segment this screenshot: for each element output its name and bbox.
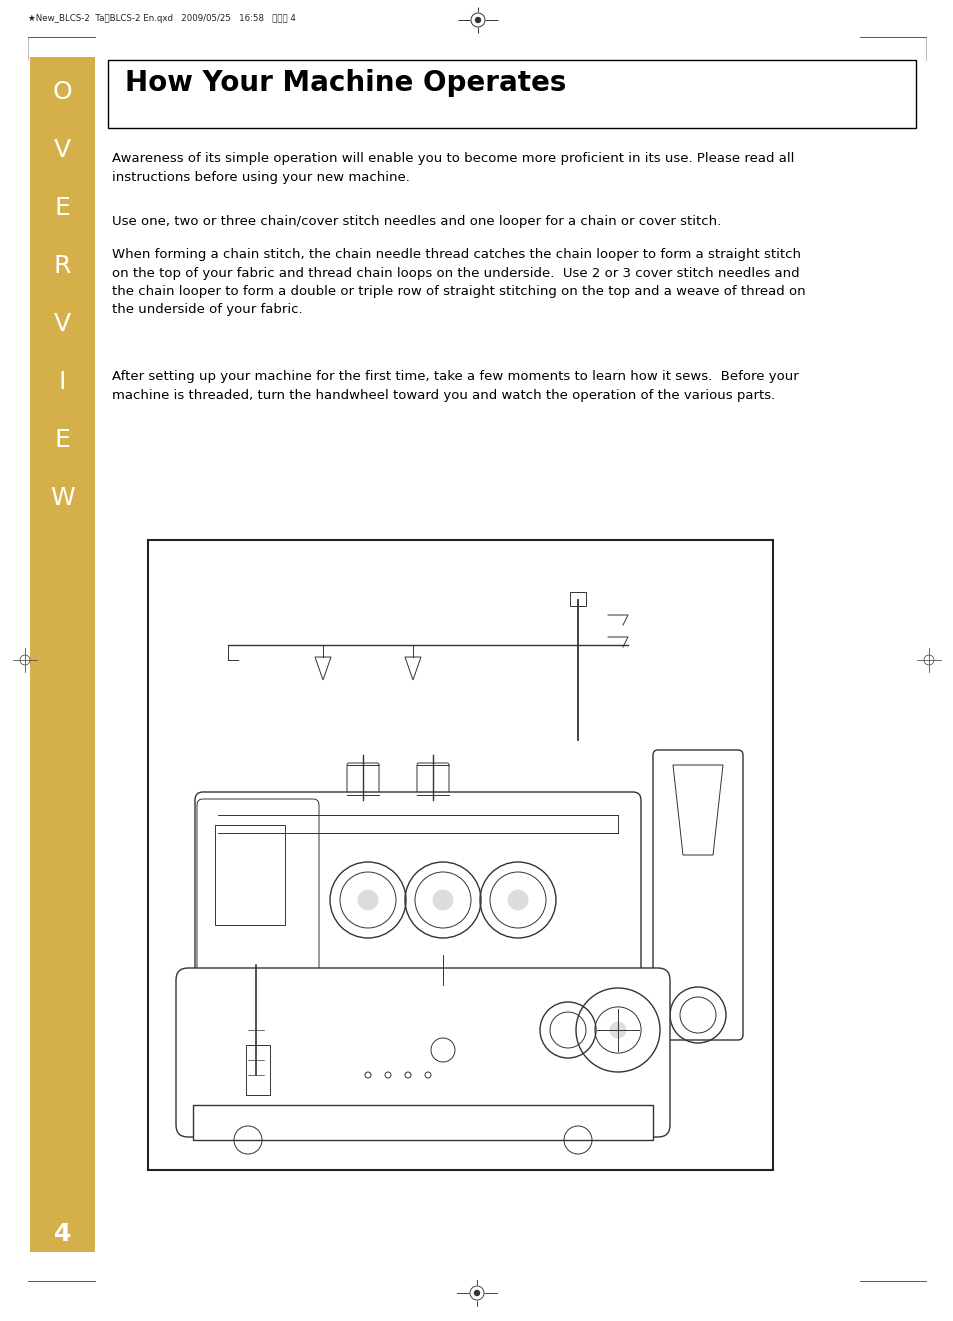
Text: R: R bbox=[53, 254, 71, 277]
Circle shape bbox=[357, 890, 377, 910]
Text: Awareness of its simple operation will enable you to become more proficient in i: Awareness of its simple operation will e… bbox=[112, 152, 794, 184]
FancyBboxPatch shape bbox=[194, 793, 640, 993]
Bar bbox=[246, 1045, 270, 1095]
FancyBboxPatch shape bbox=[347, 764, 378, 797]
Bar bbox=[108, 59, 915, 128]
Text: When forming a chain stitch, the chain needle thread catches the chain looper to: When forming a chain stitch, the chain n… bbox=[112, 248, 804, 317]
Circle shape bbox=[470, 1287, 483, 1300]
Bar bbox=[30, 57, 95, 1252]
Circle shape bbox=[474, 1291, 479, 1296]
Circle shape bbox=[471, 13, 484, 26]
Bar bbox=[148, 540, 772, 1170]
Bar bbox=[218, 815, 618, 834]
Text: E: E bbox=[54, 196, 71, 221]
Circle shape bbox=[433, 890, 453, 910]
Text: V: V bbox=[54, 137, 71, 162]
Text: W: W bbox=[51, 486, 74, 510]
FancyBboxPatch shape bbox=[416, 764, 449, 797]
Text: E: E bbox=[54, 428, 71, 452]
Circle shape bbox=[609, 1022, 625, 1038]
Text: ★New_BLCS-2  Ta：BLCS-2 En.qxd   2009/05/25   16:58   ページ 4: ★New_BLCS-2 Ta：BLCS-2 En.qxd 2009/05/25 … bbox=[28, 15, 295, 22]
Text: I: I bbox=[59, 370, 66, 394]
Text: After setting up your machine for the first time, take a few moments to learn ho: After setting up your machine for the fi… bbox=[112, 370, 798, 402]
FancyBboxPatch shape bbox=[652, 750, 742, 1040]
Circle shape bbox=[507, 890, 527, 910]
FancyBboxPatch shape bbox=[175, 968, 669, 1137]
Text: V: V bbox=[54, 312, 71, 336]
Bar bbox=[214, 826, 285, 925]
FancyBboxPatch shape bbox=[196, 799, 318, 985]
Text: How Your Machine Operates: How Your Machine Operates bbox=[125, 69, 566, 96]
Circle shape bbox=[475, 17, 480, 22]
Bar bbox=[569, 592, 585, 606]
Text: Use one, two or three chain/cover stitch needles and one looper for a chain or c: Use one, two or three chain/cover stitch… bbox=[112, 215, 720, 229]
Bar bbox=[193, 1104, 652, 1140]
Text: 4: 4 bbox=[53, 1222, 71, 1246]
Text: O: O bbox=[52, 81, 72, 104]
